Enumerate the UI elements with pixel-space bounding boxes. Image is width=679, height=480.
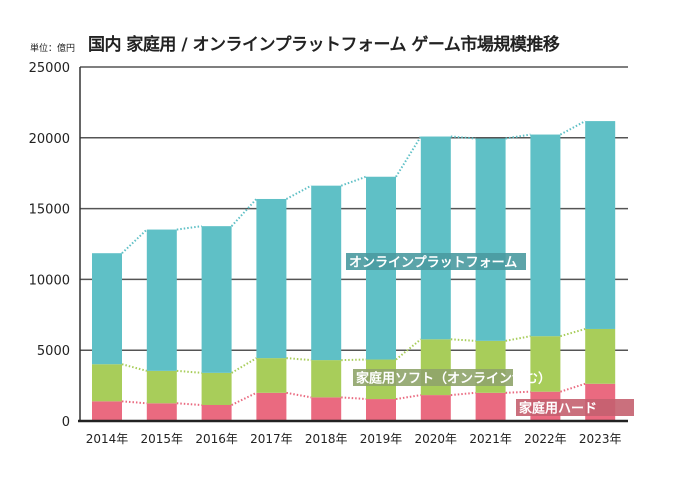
x-tick-label: 2018年 [305, 432, 348, 446]
series-label-bg [353, 369, 513, 386]
bar-segment [420, 136, 451, 340]
bar-segment [475, 138, 506, 341]
trend-line [341, 358, 367, 362]
chart-title: 国内 家庭用 / オンラインプラットフォーム ゲーム市場規模推移 [88, 35, 560, 55]
trend-line [176, 369, 202, 374]
trend-line [505, 335, 531, 342]
trend-line [231, 391, 257, 406]
series-label: オンラインプラットフォーム [349, 256, 517, 271]
trend-line [559, 120, 586, 136]
series-label: 家庭用ソフト（オンライン含む） [356, 371, 551, 387]
unit-label: 単位：億円 [30, 44, 76, 54]
trend-line [176, 402, 202, 406]
bar-segment [201, 372, 232, 405]
x-tick-label: 2017年 [250, 432, 293, 446]
x-tick-label: 2019年 [360, 432, 403, 446]
x-tick-label: 2015年 [141, 432, 184, 446]
y-tick-label: 5000 [37, 344, 70, 359]
bar-segment [311, 185, 342, 361]
bar-segment [92, 364, 122, 402]
bar-segment [530, 336, 561, 392]
x-tick-label: 2020年 [415, 432, 458, 446]
bar-segment [146, 229, 177, 371]
y-tick-label: 20000 [29, 132, 70, 147]
trend-line [230, 198, 258, 227]
bar-segment [475, 392, 506, 421]
bar-segment [420, 395, 451, 421]
bar-segment [530, 134, 561, 337]
x-tick-label: 2023年 [579, 432, 622, 446]
bar-segment [146, 403, 177, 421]
trend-line [560, 382, 586, 393]
bar-segment [585, 328, 616, 384]
trend-line [121, 228, 148, 254]
trend-line [231, 357, 257, 374]
trend-line [285, 184, 312, 200]
trend-line [121, 400, 147, 405]
y-tick-label: 15000 [29, 203, 70, 218]
x-tick-label: 2021年 [469, 432, 512, 446]
bar-segment [146, 370, 177, 404]
series-label: 家庭用ハード [519, 401, 597, 417]
bar-segment [92, 401, 122, 421]
bar-segment [366, 399, 396, 421]
bar-segment [311, 397, 342, 421]
y-tick-label: 0 [62, 415, 70, 430]
trend-line [560, 327, 586, 338]
bar-segment [256, 392, 287, 421]
trend-line [505, 133, 531, 140]
trend-line [121, 363, 148, 372]
trend-line [395, 394, 421, 401]
bar-segment [585, 121, 616, 329]
trend-line [340, 175, 367, 187]
bar-segment [201, 404, 232, 421]
bar-segment [420, 339, 451, 396]
trend-line [450, 135, 476, 140]
trend-line [505, 390, 531, 394]
series-label-bg [516, 399, 634, 416]
trend-line [286, 391, 312, 399]
bar-segment [311, 360, 342, 398]
bar-segment [256, 358, 287, 393]
trend-line [341, 396, 367, 401]
bar-segment [92, 253, 122, 365]
trend-line [450, 338, 476, 342]
bar-segment [256, 198, 287, 359]
trend-line [450, 391, 476, 397]
trend-line [176, 225, 202, 231]
bar-segment [201, 226, 232, 373]
trend-line [395, 338, 422, 361]
x-tick-label: 2016年 [195, 432, 238, 446]
y-tick-label: 25000 [29, 61, 70, 76]
trend-line [395, 136, 422, 178]
y-tick-label: 10000 [29, 273, 70, 288]
x-tick-label: 2014年 [86, 432, 129, 446]
series-label-bg [346, 253, 526, 270]
x-tick-label: 2022年 [524, 432, 567, 446]
trend-line [286, 357, 312, 362]
